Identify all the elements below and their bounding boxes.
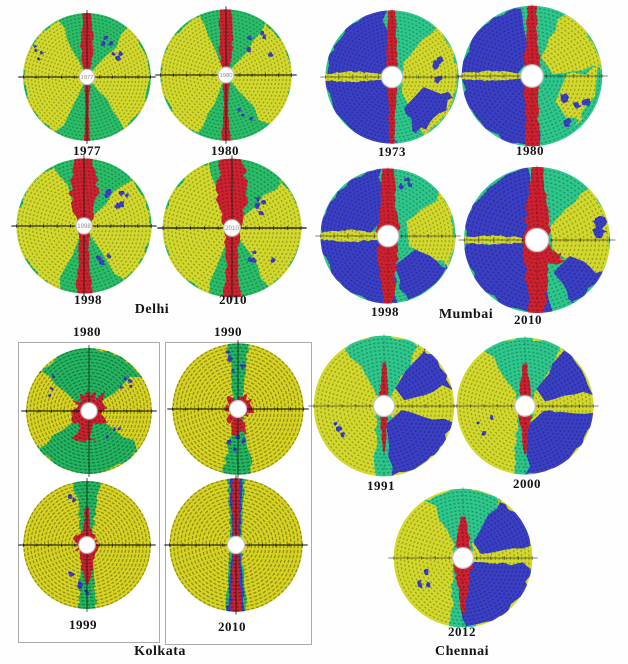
ring-map-mumbai-2010 (458, 165, 616, 315)
city-label-kolkata: Kolkata (134, 644, 186, 659)
city-label-chennai: Chennai (434, 644, 490, 659)
year-label-chennai-2012: 2012 (448, 624, 476, 639)
year-label-kolkata-1980: 1980 (73, 324, 101, 339)
ring-map-delhi-2010: 2010 (157, 155, 307, 301)
year-label-mumbai-1980: 1980 (516, 143, 544, 158)
year-label-mumbai-2010: 2010 (514, 312, 542, 327)
ring-map-kolkata-1990 (167, 340, 309, 478)
year-label-delhi-1980: 1980 (211, 143, 239, 158)
year-label-chennai-1991: 1991 (367, 478, 395, 493)
hole-year-text: 2010 (225, 225, 239, 232)
year-label-delhi-1977: 1977 (73, 143, 101, 158)
year-label-delhi-2010: 2010 (219, 292, 247, 307)
year-label-mumbai-1973: 1973 (378, 144, 406, 159)
ring-map-mumbai-1973 (320, 8, 464, 146)
hole-year-text: 1998 (77, 224, 91, 230)
ring-map-kolkata-2010 (164, 475, 308, 615)
year-label-kolkata-1990: 1990 (214, 324, 242, 339)
year-label-kolkata-2010: 2010 (218, 619, 246, 634)
ring-map-kolkata-1999 (18, 478, 156, 612)
ring-map-chennai-1991 (308, 333, 460, 479)
hole-year-text: 1977 (81, 75, 94, 81)
ring-map-delhi-1998: 1998 (11, 155, 157, 297)
year-label-mumbai-1998: 1998 (371, 304, 399, 319)
ring-map-chennai-2000 (451, 335, 599, 477)
year-label-kolkata-1999: 1999 (69, 617, 97, 632)
city-label-delhi: Delhi (134, 302, 170, 317)
hole-year-text: 1980 (219, 73, 233, 79)
ring-map-kolkata-1980 (21, 345, 157, 477)
year-label-chennai-2000: 2000 (513, 476, 541, 491)
city-label-mumbai: Mumbai (438, 307, 494, 322)
ring-map-chennai-2012 (388, 486, 538, 630)
ring-map-delhi-1977: 1977 (18, 10, 156, 144)
ring-map-delhi-1980: 1980 (155, 6, 297, 144)
year-label-delhi-1998: 1998 (74, 292, 102, 307)
ring-map-mumbai-1998 (315, 166, 461, 306)
ring-map-mumbai-1980 (456, 3, 608, 149)
